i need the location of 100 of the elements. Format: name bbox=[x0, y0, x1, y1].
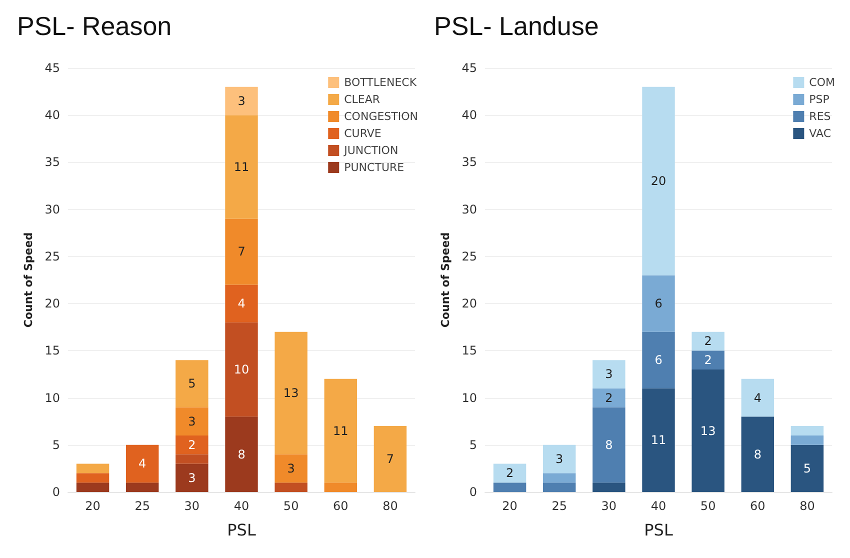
bar bbox=[642, 388, 675, 492]
data-label: 6 bbox=[654, 296, 662, 311]
bar bbox=[324, 482, 357, 492]
y-tick-label: 35 bbox=[462, 155, 477, 170]
y-tick-label: 45 bbox=[462, 61, 477, 75]
data-label: 5 bbox=[803, 461, 812, 476]
data-label: 11 bbox=[333, 424, 348, 438]
data-label: 20 bbox=[650, 174, 666, 188]
data-label: 3 bbox=[238, 94, 246, 108]
data-label: 3 bbox=[287, 461, 295, 476]
y-axis-title: Count of Speed bbox=[438, 232, 452, 328]
y-tick-label: 0 bbox=[469, 485, 477, 499]
bar bbox=[543, 444, 576, 474]
legend-label: COM bbox=[809, 76, 836, 89]
data-label: 11 bbox=[234, 160, 250, 174]
data-label: 2 bbox=[704, 334, 712, 348]
data-label: 3 bbox=[605, 367, 613, 382]
legend-label: CURVE bbox=[344, 127, 382, 140]
bar bbox=[176, 407, 208, 436]
bar bbox=[692, 332, 724, 351]
bar bbox=[76, 482, 110, 492]
y-tick-label: 5 bbox=[469, 438, 477, 452]
bar bbox=[76, 464, 110, 474]
bar bbox=[790, 435, 824, 445]
bar bbox=[790, 426, 824, 436]
x-tick-label: 40 bbox=[650, 499, 666, 513]
bar bbox=[741, 378, 774, 417]
bar bbox=[592, 482, 626, 492]
data-label: 7 bbox=[238, 244, 246, 259]
y-tick-label: 15 bbox=[44, 344, 60, 358]
bar bbox=[790, 444, 824, 492]
y-tick-label: 35 bbox=[44, 155, 60, 170]
bar bbox=[543, 482, 576, 492]
data-label: 2 bbox=[704, 353, 712, 368]
chart-title: PSL- Landuse bbox=[434, 11, 599, 41]
bar bbox=[225, 416, 258, 492]
data-label: 8 bbox=[605, 438, 613, 452]
bar bbox=[642, 275, 675, 332]
data-label: 3 bbox=[556, 452, 564, 466]
x-tick-label: 30 bbox=[184, 499, 200, 513]
bar bbox=[493, 482, 526, 492]
legend-label: VAC bbox=[809, 127, 832, 140]
data-label: 2 bbox=[188, 438, 196, 452]
data-label: 6 bbox=[654, 353, 662, 368]
data-label: 3 bbox=[188, 470, 196, 485]
y-tick-label: 30 bbox=[462, 202, 477, 216]
data-label: 5 bbox=[188, 376, 196, 391]
bar bbox=[225, 115, 258, 219]
bar bbox=[225, 218, 258, 285]
x-tick-label: 80 bbox=[382, 499, 398, 513]
bar bbox=[176, 464, 208, 492]
bar bbox=[176, 360, 208, 408]
data-label: 13 bbox=[700, 424, 716, 438]
legend-label: PUNCTURE bbox=[344, 161, 404, 174]
bar bbox=[592, 407, 626, 483]
y-tick-label: 15 bbox=[462, 344, 477, 358]
data-label: 13 bbox=[283, 386, 299, 400]
y-tick-label: 25 bbox=[44, 249, 60, 264]
bar bbox=[274, 482, 308, 492]
bar bbox=[642, 332, 675, 388]
y-tick-label: 45 bbox=[44, 61, 60, 75]
bar bbox=[642, 86, 675, 276]
x-tick-label: 80 bbox=[800, 499, 815, 513]
data-label: 10 bbox=[234, 362, 250, 377]
x-axis-title: PSL bbox=[227, 520, 256, 540]
x-tick-label: 40 bbox=[234, 499, 250, 513]
x-tick-label: 30 bbox=[601, 499, 617, 513]
bar bbox=[274, 332, 308, 454]
bar bbox=[543, 473, 576, 483]
x-tick-label: 20 bbox=[85, 499, 100, 513]
y-axis-title: Count of Speed bbox=[22, 232, 35, 328]
bar bbox=[126, 444, 159, 483]
y-tick-label: 0 bbox=[52, 485, 60, 499]
bar bbox=[176, 435, 208, 454]
data-label: 2 bbox=[506, 466, 514, 480]
data-label: 4 bbox=[754, 390, 762, 405]
x-tick-label: 25 bbox=[134, 499, 150, 513]
bar bbox=[324, 378, 357, 483]
y-tick-label: 20 bbox=[44, 296, 60, 311]
legend-label: BOTTLENECK bbox=[344, 76, 418, 89]
data-label: 2 bbox=[605, 390, 613, 405]
x-tick-label: 25 bbox=[552, 499, 567, 513]
data-label: 7 bbox=[386, 452, 394, 466]
legend-label: CLEAR bbox=[344, 93, 380, 106]
bar bbox=[592, 388, 626, 408]
data-label: 8 bbox=[238, 447, 246, 462]
y-tick-label: 10 bbox=[44, 390, 60, 405]
bar bbox=[592, 360, 626, 388]
bar bbox=[126, 482, 159, 492]
bar bbox=[374, 426, 407, 492]
bar bbox=[225, 86, 258, 116]
x-tick-label: 50 bbox=[283, 499, 299, 513]
y-tick-label: 40 bbox=[44, 108, 60, 122]
data-label: 11 bbox=[650, 433, 666, 448]
data-label: 4 bbox=[138, 456, 146, 471]
bar bbox=[225, 322, 258, 417]
y-tick-label: 5 bbox=[52, 438, 60, 452]
bar bbox=[225, 284, 258, 322]
bar bbox=[176, 454, 208, 464]
chart-title: PSL- Reason bbox=[17, 11, 172, 41]
